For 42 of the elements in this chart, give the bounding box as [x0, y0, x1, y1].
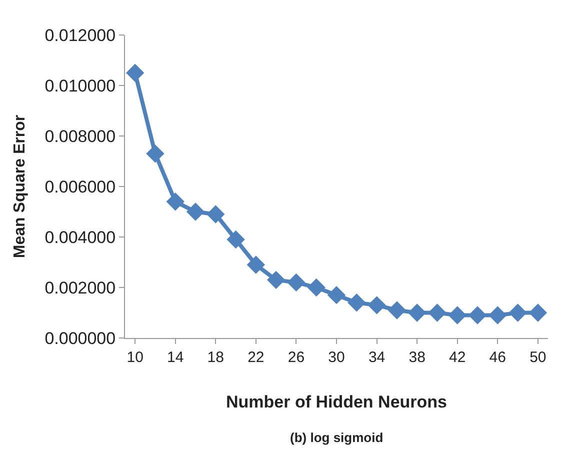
- point: [348, 294, 366, 312]
- point: [448, 306, 466, 324]
- point: [508, 304, 527, 322]
- y-tick-label: 0.012000: [44, 26, 116, 45]
- y-tick-label: 0.006000: [44, 177, 116, 196]
- point: [488, 306, 507, 324]
- point: [126, 64, 144, 82]
- x-tick-label: 38: [408, 349, 426, 366]
- point: [206, 205, 225, 224]
- x-tick-label: 46: [489, 349, 506, 366]
- x-axis-title: Number of Hidden Neurons: [226, 392, 448, 412]
- y-tick-label: 0.000000: [44, 328, 116, 348]
- point: [287, 273, 306, 292]
- point: [146, 144, 164, 163]
- x-tick-label: 34: [368, 349, 386, 366]
- x-tick-label: 30: [328, 349, 345, 366]
- y-tick-label: 0.008000: [44, 126, 116, 146]
- x-tick-label: 22: [248, 349, 264, 366]
- point: [528, 304, 548, 322]
- point: [266, 270, 286, 290]
- x-tick-label: 18: [207, 349, 224, 366]
- point: [186, 202, 205, 221]
- point: [226, 230, 245, 249]
- y-tick-label: 0.002000: [44, 278, 116, 298]
- point: [307, 278, 326, 297]
- point: [388, 301, 406, 320]
- text: (b) log sigmoid: [290, 430, 384, 445]
- y-axis-title: Mean Square Error: [12, 114, 29, 258]
- x-tick-label: 50: [530, 349, 546, 366]
- x-tick-label: 26: [288, 349, 305, 366]
- y-tick-label: 0.004000: [44, 228, 116, 247]
- y-tick-label: 0.010000: [44, 76, 116, 96]
- point: [368, 296, 386, 314]
- point: [166, 192, 184, 211]
- point: [408, 304, 426, 322]
- point: [428, 304, 446, 322]
- point: [327, 286, 346, 304]
- x-tick-label: 10: [126, 349, 144, 366]
- x-tick-label: 14: [167, 349, 184, 366]
- x-tick-label: 42: [449, 349, 466, 366]
- point: [246, 256, 266, 274]
- point: [468, 306, 487, 324]
